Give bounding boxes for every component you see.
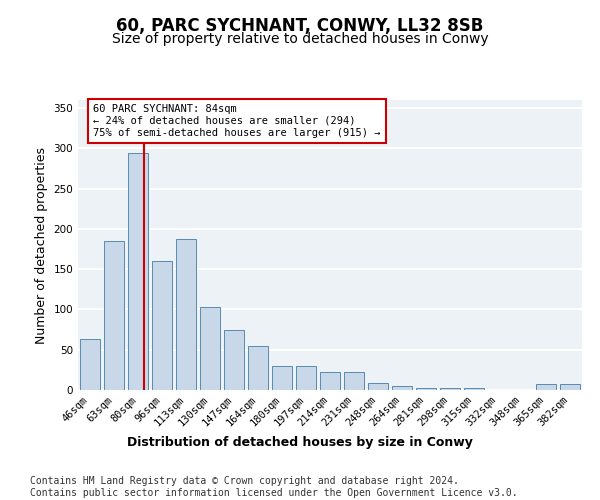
Text: Distribution of detached houses by size in Conwy: Distribution of detached houses by size … xyxy=(127,436,473,449)
Bar xyxy=(104,241,124,390)
Bar xyxy=(560,384,580,390)
Bar xyxy=(248,346,268,390)
Bar xyxy=(176,238,196,390)
Bar xyxy=(344,372,364,390)
Bar xyxy=(200,307,220,390)
Bar xyxy=(128,153,148,390)
Text: 60 PARC SYCHNANT: 84sqm
← 24% of detached houses are smaller (294)
75% of semi-d: 60 PARC SYCHNANT: 84sqm ← 24% of detache… xyxy=(93,104,380,138)
Bar xyxy=(296,366,316,390)
Bar xyxy=(440,388,460,390)
Bar xyxy=(392,386,412,390)
Bar xyxy=(536,384,556,390)
Bar xyxy=(224,330,244,390)
Bar xyxy=(368,383,388,390)
Bar xyxy=(80,339,100,390)
Text: Contains HM Land Registry data © Crown copyright and database right 2024.
Contai: Contains HM Land Registry data © Crown c… xyxy=(30,476,518,498)
Bar xyxy=(152,261,172,390)
Bar xyxy=(272,366,292,390)
Text: Size of property relative to detached houses in Conwy: Size of property relative to detached ho… xyxy=(112,32,488,46)
Bar xyxy=(464,388,484,390)
Bar xyxy=(320,372,340,390)
Bar xyxy=(416,388,436,390)
Text: 60, PARC SYCHNANT, CONWY, LL32 8SB: 60, PARC SYCHNANT, CONWY, LL32 8SB xyxy=(116,18,484,36)
Y-axis label: Number of detached properties: Number of detached properties xyxy=(35,146,48,344)
